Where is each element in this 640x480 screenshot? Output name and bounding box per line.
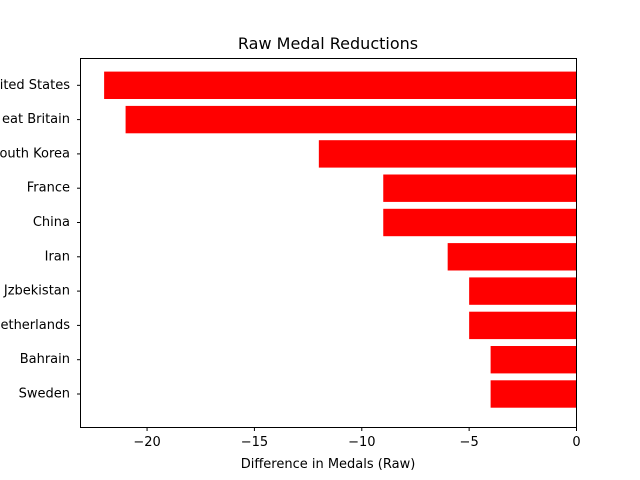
- x-tick-label: −20: [133, 435, 160, 450]
- chart-title: Raw Medal Reductions: [238, 34, 418, 53]
- y-tick-label: Iran: [45, 249, 70, 264]
- y-tick-label: France: [27, 181, 70, 196]
- y-tick-label: eat Britain: [2, 112, 70, 127]
- plot-area-frame: [80, 58, 577, 428]
- bar: [125, 105, 577, 134]
- x-tick-label: −15: [241, 435, 268, 450]
- x-axis-label: Difference in Medals (Raw): [241, 457, 416, 472]
- bar: [490, 380, 577, 408]
- x-tick-label: −10: [348, 435, 375, 450]
- y-tick-label: outh Korea: [0, 146, 70, 161]
- bar: [318, 140, 577, 168]
- bar: [383, 174, 577, 202]
- y-tick-label: ited States: [0, 78, 70, 93]
- bars-layer: [104, 71, 577, 408]
- bar: [447, 243, 577, 271]
- x-axis-ticks: −20 −15 −10 −5 0: [133, 427, 581, 450]
- bar: [469, 277, 577, 305]
- y-tick-label: Sweden: [19, 387, 70, 402]
- y-tick-label: etherlands: [0, 318, 70, 333]
- x-tick-label: 0: [572, 435, 580, 450]
- y-tick-label: Bahrain: [20, 352, 70, 367]
- y-axis-ticks: ited States eat Britain outh Korea France Ch…: [0, 78, 81, 402]
- bar: [383, 208, 577, 237]
- y-tick-label: China: [33, 215, 70, 230]
- bar: [490, 346, 577, 374]
- bar: [104, 71, 577, 99]
- y-tick-label: Jzbekistan: [3, 284, 70, 299]
- x-tick-label: −5: [460, 435, 479, 450]
- bar: [469, 311, 577, 340]
